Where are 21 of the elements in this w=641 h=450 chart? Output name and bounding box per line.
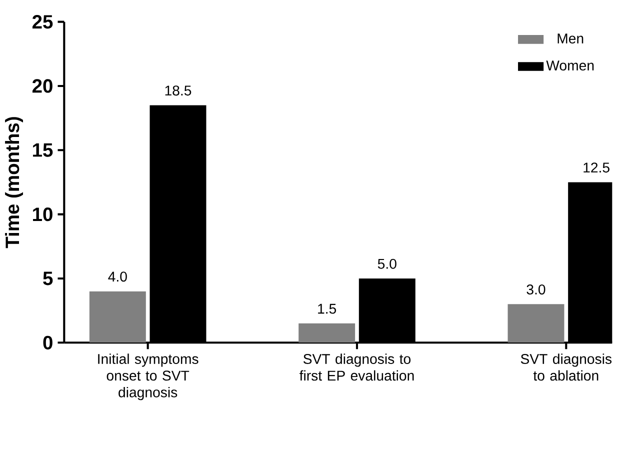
x-tick-label: SVT diagnosis to first EP evaluation bbox=[300, 353, 414, 380]
x-tick-label: Initial symptoms onset to SVT diagnosis bbox=[98, 353, 198, 400]
data-label: 1.5 bbox=[318, 304, 336, 314]
y-tick-label: 10 bbox=[33, 207, 52, 221]
y-tick-label: 5 bbox=[43, 272, 53, 285]
data-label: 12.5 bbox=[584, 162, 610, 172]
y-tick-label: 20 bbox=[32, 78, 52, 93]
legend-label: Men bbox=[558, 33, 584, 44]
x-tick-label: SVT diagnosis to ablation bbox=[520, 353, 612, 380]
data-label: 18.5 bbox=[165, 85, 192, 96]
y-axis-title: Time (months) bbox=[5, 116, 23, 248]
y-tick-label: 15 bbox=[33, 143, 53, 157]
y-tick-label: 25 bbox=[32, 14, 53, 28]
bar bbox=[508, 304, 564, 342]
y-tick-label: 0 bbox=[43, 336, 52, 350]
data-label: 3.0 bbox=[526, 284, 546, 294]
data-label: 4.0 bbox=[108, 271, 127, 282]
data-label: 5.0 bbox=[378, 258, 396, 269]
bar bbox=[89, 291, 146, 342]
legend-label: Women bbox=[546, 60, 594, 70]
bar bbox=[298, 323, 356, 342]
